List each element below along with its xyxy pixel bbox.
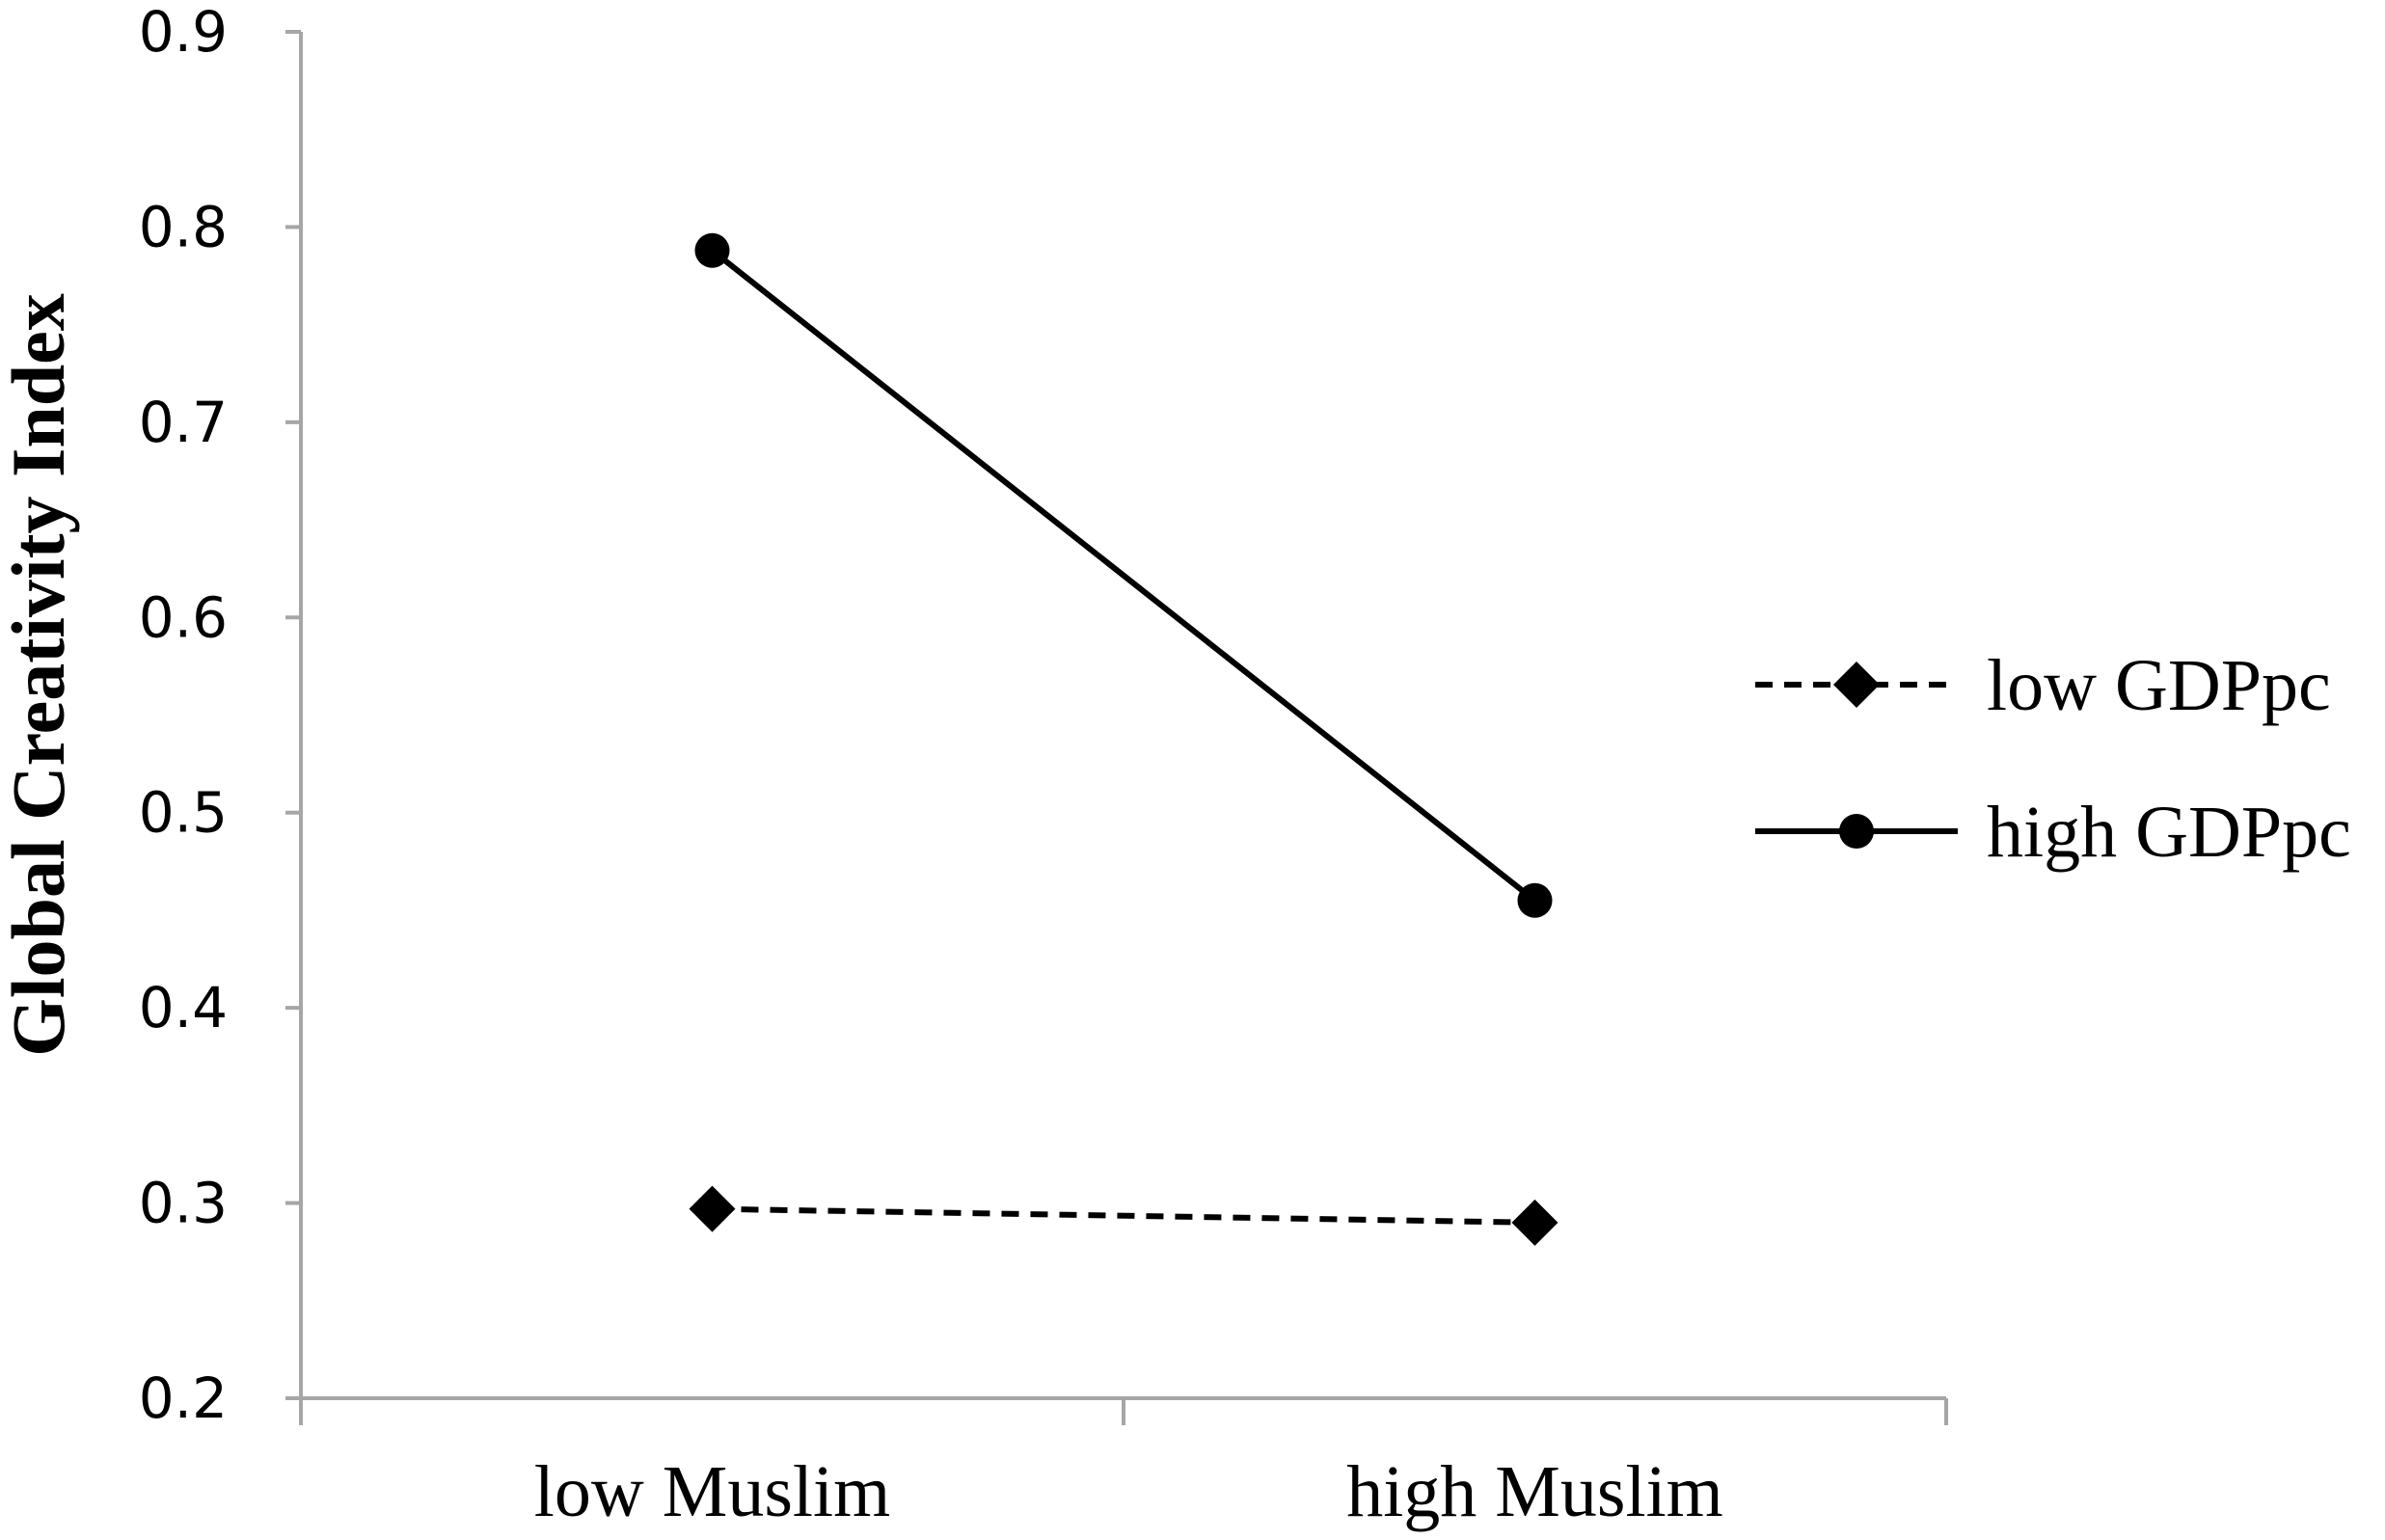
data-point [694, 232, 730, 268]
legend-label: low GDPpc [1987, 645, 2331, 726]
series-line [710, 248, 1537, 904]
y-tick-label: 0.7 [139, 390, 228, 455]
axes [285, 30, 1948, 1425]
series-line [712, 1205, 1535, 1226]
legend-item: high GDPpc [1755, 792, 2351, 873]
legend: low GDPpc high GDPpc [1755, 645, 2351, 873]
series-1 [694, 232, 1553, 918]
legend-item: low GDPpc [1755, 645, 2331, 726]
legend-label: high GDPpc [1987, 792, 2351, 873]
data-point [1517, 882, 1553, 918]
y-tick-label: 0.2 [139, 1365, 228, 1431]
legend-marker [1833, 662, 1880, 708]
y-tick-label: 0.6 [139, 584, 228, 650]
x-category-label: low Muslim [534, 1451, 891, 1532]
y-tick-label: 0.8 [139, 194, 228, 259]
y-axis-title: Global Creativity Index [0, 293, 80, 1057]
data-point [1511, 1199, 1558, 1246]
legend-marker [1839, 814, 1874, 849]
series-0 [689, 1185, 1558, 1246]
y-tick-label: 0.5 [139, 780, 228, 846]
y-tick-labels: 0.2 0.3 0.4 0.5 0.6 0.7 0.8 0.9 [139, 0, 228, 1431]
y-tick-label: 0.3 [139, 1171, 228, 1236]
x-category-labels: low Muslim high Muslim [534, 1451, 1723, 1532]
series-layer [689, 232, 1558, 1246]
x-category-label: high Muslim [1346, 1451, 1723, 1532]
y-tick-label: 0.9 [139, 0, 228, 65]
data-point [689, 1185, 736, 1232]
y-tick-label: 0.4 [139, 975, 228, 1040]
